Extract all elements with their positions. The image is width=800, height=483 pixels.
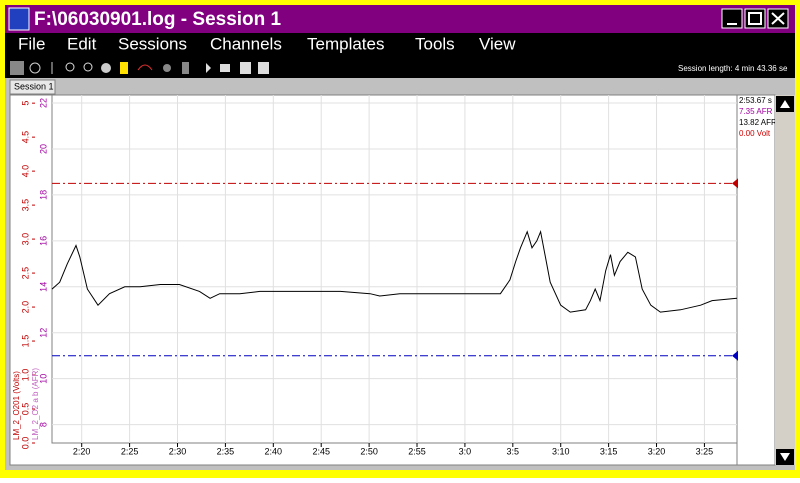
tool-button[interactable] bbox=[163, 64, 171, 72]
scrollbar[interactable] bbox=[775, 95, 795, 465]
x-tick-label: 3:0 bbox=[459, 446, 472, 456]
y-tick-label: 14 bbox=[38, 282, 48, 292]
readout-panel bbox=[736, 94, 776, 466]
maximize-icon bbox=[748, 12, 762, 25]
readout-value: 2:53.67 s bbox=[739, 96, 772, 105]
reference-marker bbox=[732, 178, 738, 189]
tool-button[interactable] bbox=[83, 62, 93, 72]
tool-button[interactable] bbox=[206, 63, 211, 73]
tool-button[interactable] bbox=[120, 62, 128, 74]
minimize-button[interactable] bbox=[721, 8, 743, 29]
y2-tick-label: 1.5 bbox=[20, 335, 30, 348]
y2-axis-title: LM_2_O201 (Volts) bbox=[12, 371, 21, 440]
tool-button[interactable] bbox=[10, 61, 24, 75]
readout-values: 2:53.67 s 7.35 AFR 13.82 AFR 0.00 Volt bbox=[739, 96, 777, 138]
tool-button[interactable] bbox=[220, 64, 230, 72]
scroll-up-icon bbox=[780, 100, 790, 108]
menu-item[interactable]: Templates bbox=[307, 34, 384, 53]
y-tick-label: 8 bbox=[38, 422, 48, 427]
y2-tick-label: 1.0 bbox=[20, 369, 30, 382]
y2-tick-label: 4.0 bbox=[20, 165, 30, 178]
menu-and-toolbar bbox=[5, 33, 795, 78]
y-tick-label: 16 bbox=[38, 236, 48, 246]
y2-tick-label: 5 bbox=[20, 101, 30, 106]
tool-button[interactable] bbox=[137, 64, 153, 71]
y2-tick-label: 3.0 bbox=[20, 233, 30, 246]
tool-button[interactable] bbox=[29, 62, 41, 74]
app-icon bbox=[8, 7, 30, 31]
x-tick-label: 3:15 bbox=[600, 446, 618, 456]
x-tick-label: 2:30 bbox=[169, 446, 187, 456]
tool-button[interactable] bbox=[65, 62, 75, 72]
x-tick-label: 3:5 bbox=[507, 446, 520, 456]
x-tick-label: 3:25 bbox=[696, 446, 714, 456]
reference-marker bbox=[732, 350, 738, 361]
tool-button[interactable] bbox=[258, 62, 269, 74]
window-buttons bbox=[721, 8, 789, 29]
y2-tick-label: 4.5 bbox=[20, 131, 30, 144]
y2-tick-label: 2.0 bbox=[20, 301, 30, 314]
x-tick-label: 2:40 bbox=[265, 446, 283, 456]
x-tick-label: 2:55 bbox=[408, 446, 426, 456]
y-tick-label: 12 bbox=[38, 328, 48, 338]
y-tick-label: 20 bbox=[38, 144, 48, 154]
session-tab-label: Session 1 bbox=[14, 81, 54, 91]
menu-bar: File Edit Sessions Channels Templates Tools Vi… bbox=[18, 34, 516, 53]
y-tick-label: 22 bbox=[38, 98, 48, 108]
title-bar bbox=[5, 5, 795, 33]
y2-tick-label: 3.5 bbox=[20, 199, 30, 212]
x-tick-label: 2:20 bbox=[73, 446, 91, 456]
toolbar: Session length: 4 min 43.36 se bbox=[10, 61, 788, 75]
y2-tick-label: 0.5 bbox=[20, 403, 30, 416]
menu-item[interactable]: Channels bbox=[210, 34, 282, 53]
session-tab[interactable] bbox=[9, 79, 56, 95]
menu-item[interactable]: File bbox=[18, 34, 45, 53]
tab-strip bbox=[5, 78, 795, 95]
y-tick-label: 18 bbox=[38, 190, 48, 200]
x-tick-label: 2:50 bbox=[360, 446, 378, 456]
readout-value: 13.82 AFR bbox=[739, 118, 777, 127]
y-axis-title: LM_2_O2 a b (AFR) bbox=[31, 368, 40, 440]
x-tick-label: 2:25 bbox=[121, 446, 139, 456]
close-icon bbox=[771, 12, 785, 25]
data-line bbox=[51, 229, 738, 313]
menu-item[interactable]: Edit bbox=[67, 34, 97, 53]
readout-value: 0.00 Volt bbox=[739, 129, 771, 138]
y2-tick-label: 0.0 bbox=[20, 437, 30, 450]
x-tick-label: 2:45 bbox=[312, 446, 330, 456]
y2-tick-label: 2.5 bbox=[20, 267, 30, 280]
chart: 2:20 2:25 2:30 2:35 2:40 2:45 2:50 2:55 3:0 3:5 3:… bbox=[12, 95, 738, 456]
x-tick-label: 3:20 bbox=[648, 446, 666, 456]
x-tick-label: 3:10 bbox=[552, 446, 570, 456]
menu-item[interactable]: Sessions bbox=[118, 34, 187, 53]
tool-button[interactable] bbox=[182, 62, 189, 74]
x-tick-label: 2:35 bbox=[217, 446, 235, 456]
tool-button[interactable] bbox=[101, 63, 111, 73]
y-tick-label: 10 bbox=[38, 374, 48, 384]
menu-item[interactable]: View bbox=[479, 34, 516, 53]
scroll-down-icon bbox=[780, 453, 790, 461]
plot-area bbox=[51, 94, 738, 444]
menu-item[interactable]: Tools bbox=[415, 34, 455, 53]
readout-value: 7.35 AFR bbox=[739, 107, 773, 116]
tool-button[interactable] bbox=[240, 62, 251, 74]
session-length: Session length: 4 min 43.36 se bbox=[678, 64, 788, 73]
window-title: F:\06030901.log - Session 1 bbox=[34, 9, 282, 30]
